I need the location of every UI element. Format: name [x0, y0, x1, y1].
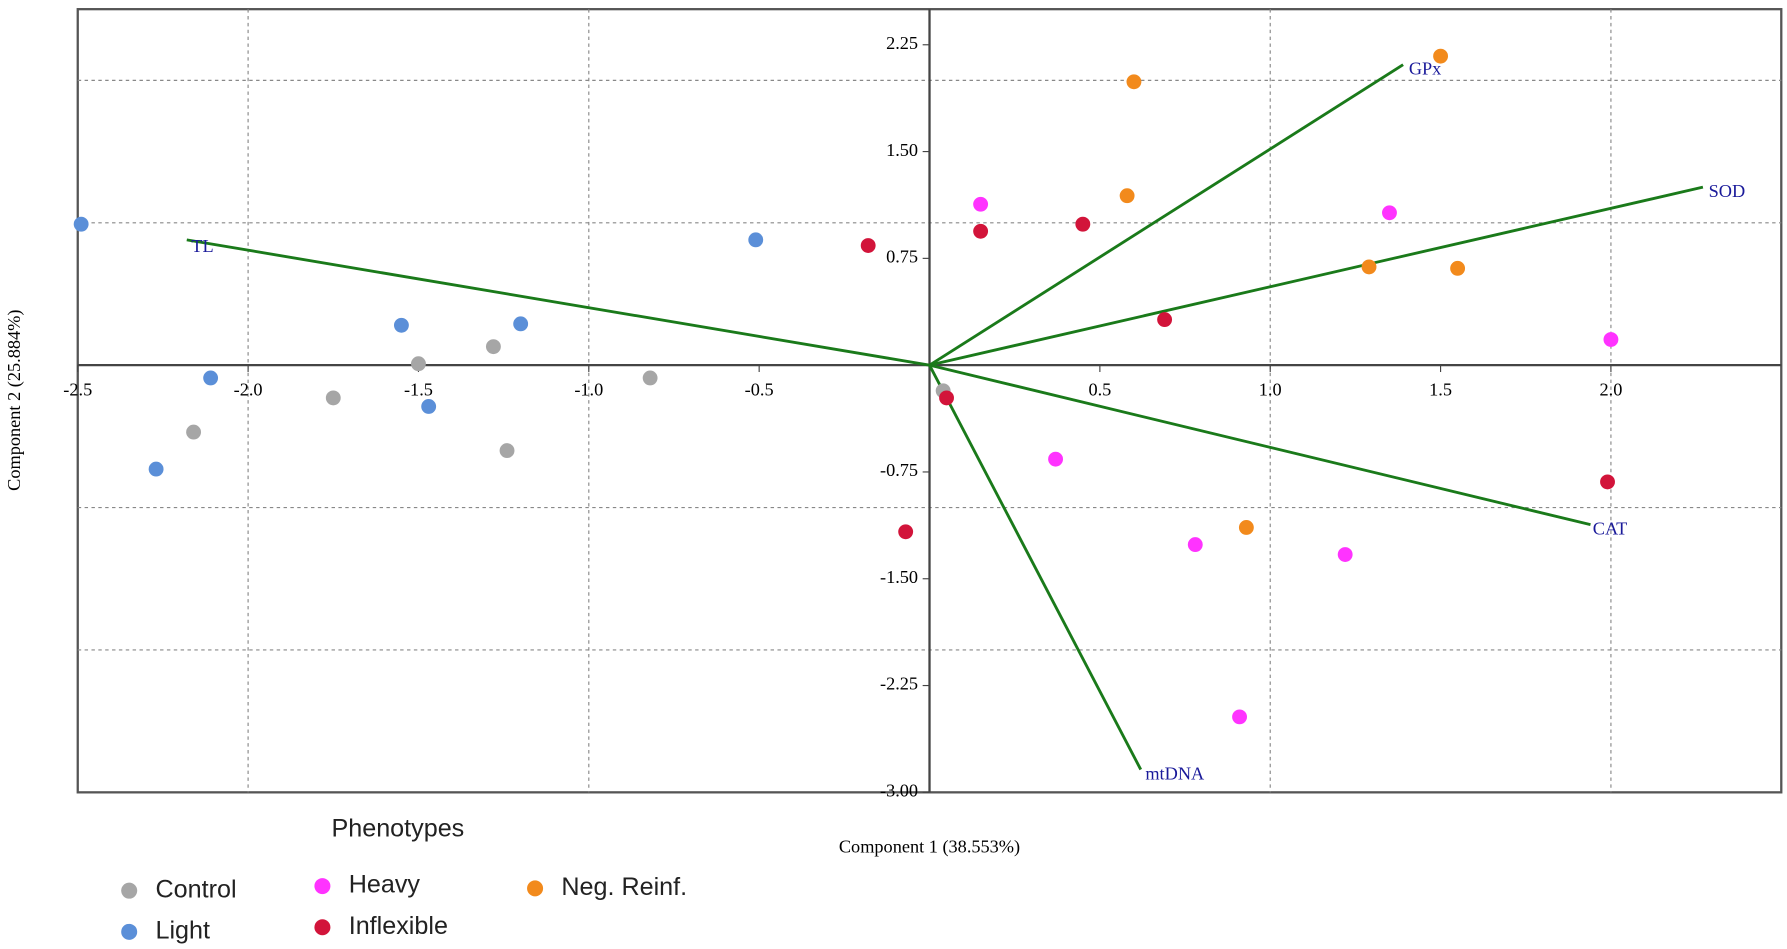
y-tick-label: -3.00: [880, 781, 918, 801]
data-point: [411, 356, 426, 372]
data-point: [485, 339, 501, 355]
data-point: [186, 424, 202, 440]
data-point: [325, 390, 341, 406]
legend-label: Inflexible: [349, 912, 448, 940]
data-point: [1337, 547, 1353, 562]
data-point: [642, 370, 658, 386]
data-point: [1433, 48, 1449, 64]
y-tick-label: 2.25: [886, 33, 918, 53]
data-point: [860, 238, 876, 253]
data-point: [973, 196, 989, 212]
loading-vector: [929, 363, 1591, 527]
loading-label: mtDNA: [1145, 763, 1205, 783]
legend-label: Control: [155, 875, 236, 903]
data-point: [898, 524, 914, 540]
loading-vector: [928, 63, 1404, 367]
data-point: [1157, 312, 1173, 328]
data-point: [1600, 474, 1615, 490]
x-tick-label: -2.5: [63, 380, 92, 400]
legend-marker: [121, 882, 138, 899]
data-point: [1450, 260, 1466, 276]
loading-label: GPx: [1409, 59, 1442, 79]
data-point: [148, 461, 164, 477]
data-point: [1361, 259, 1377, 275]
loading-vector: [186, 238, 930, 367]
data-point: [1048, 451, 1064, 467]
y-tick-label: 1.50: [886, 140, 918, 160]
data-point: [513, 316, 529, 332]
data-point: [1075, 216, 1091, 232]
loading-vector: [929, 185, 1704, 367]
data-point: [1238, 520, 1254, 535]
data-point: [499, 443, 515, 459]
x-tick-label: 0.5: [1088, 380, 1111, 400]
data-point: [973, 223, 989, 239]
x-axis-label: Component 1 (38.553%): [839, 837, 1020, 858]
legend-marker: [121, 923, 138, 940]
data-point: [1232, 709, 1247, 725]
data-point: [73, 216, 89, 232]
data-point: [393, 317, 409, 333]
legend-label: Heavy: [349, 871, 421, 899]
x-tick-label: -2.0: [234, 380, 263, 400]
loading-vector: [928, 364, 1143, 771]
data-point: [1187, 537, 1203, 553]
x-tick-label: 2.0: [1599, 380, 1622, 400]
legend-marker: [527, 880, 544, 897]
x-tick-label: -0.5: [745, 380, 774, 400]
data-point: [421, 399, 437, 414]
data-point: [748, 232, 764, 248]
y-tick-label: -1.50: [880, 567, 918, 587]
x-tick-label: -1.5: [404, 380, 433, 400]
data-point: [1382, 205, 1397, 221]
data-point: [1119, 188, 1135, 204]
legend-marker: [314, 919, 331, 936]
legend-label: Light: [155, 916, 210, 944]
loading-label: CAT: [1593, 519, 1628, 539]
y-tick-label: 0.75: [886, 247, 918, 267]
data-point: [203, 370, 219, 386]
data-point: [1126, 74, 1142, 90]
x-tick-label: -1.0: [574, 380, 603, 400]
legend-label: Neg. Reinf.: [561, 873, 687, 901]
y-axis-label: Component 2 (25.884%): [4, 310, 25, 491]
x-tick-label: 1.0: [1259, 380, 1282, 400]
legend-marker: [314, 878, 331, 895]
data-point: [1603, 332, 1619, 347]
x-tick-label: 1.5: [1429, 380, 1452, 400]
data-point: [939, 390, 954, 406]
loading-label: TL: [191, 236, 213, 256]
loading-label: SOD: [1709, 181, 1746, 201]
legend-title: Phenotypes: [331, 815, 464, 843]
y-tick-label: -0.75: [880, 460, 918, 480]
y-tick-label: -2.25: [880, 674, 918, 694]
